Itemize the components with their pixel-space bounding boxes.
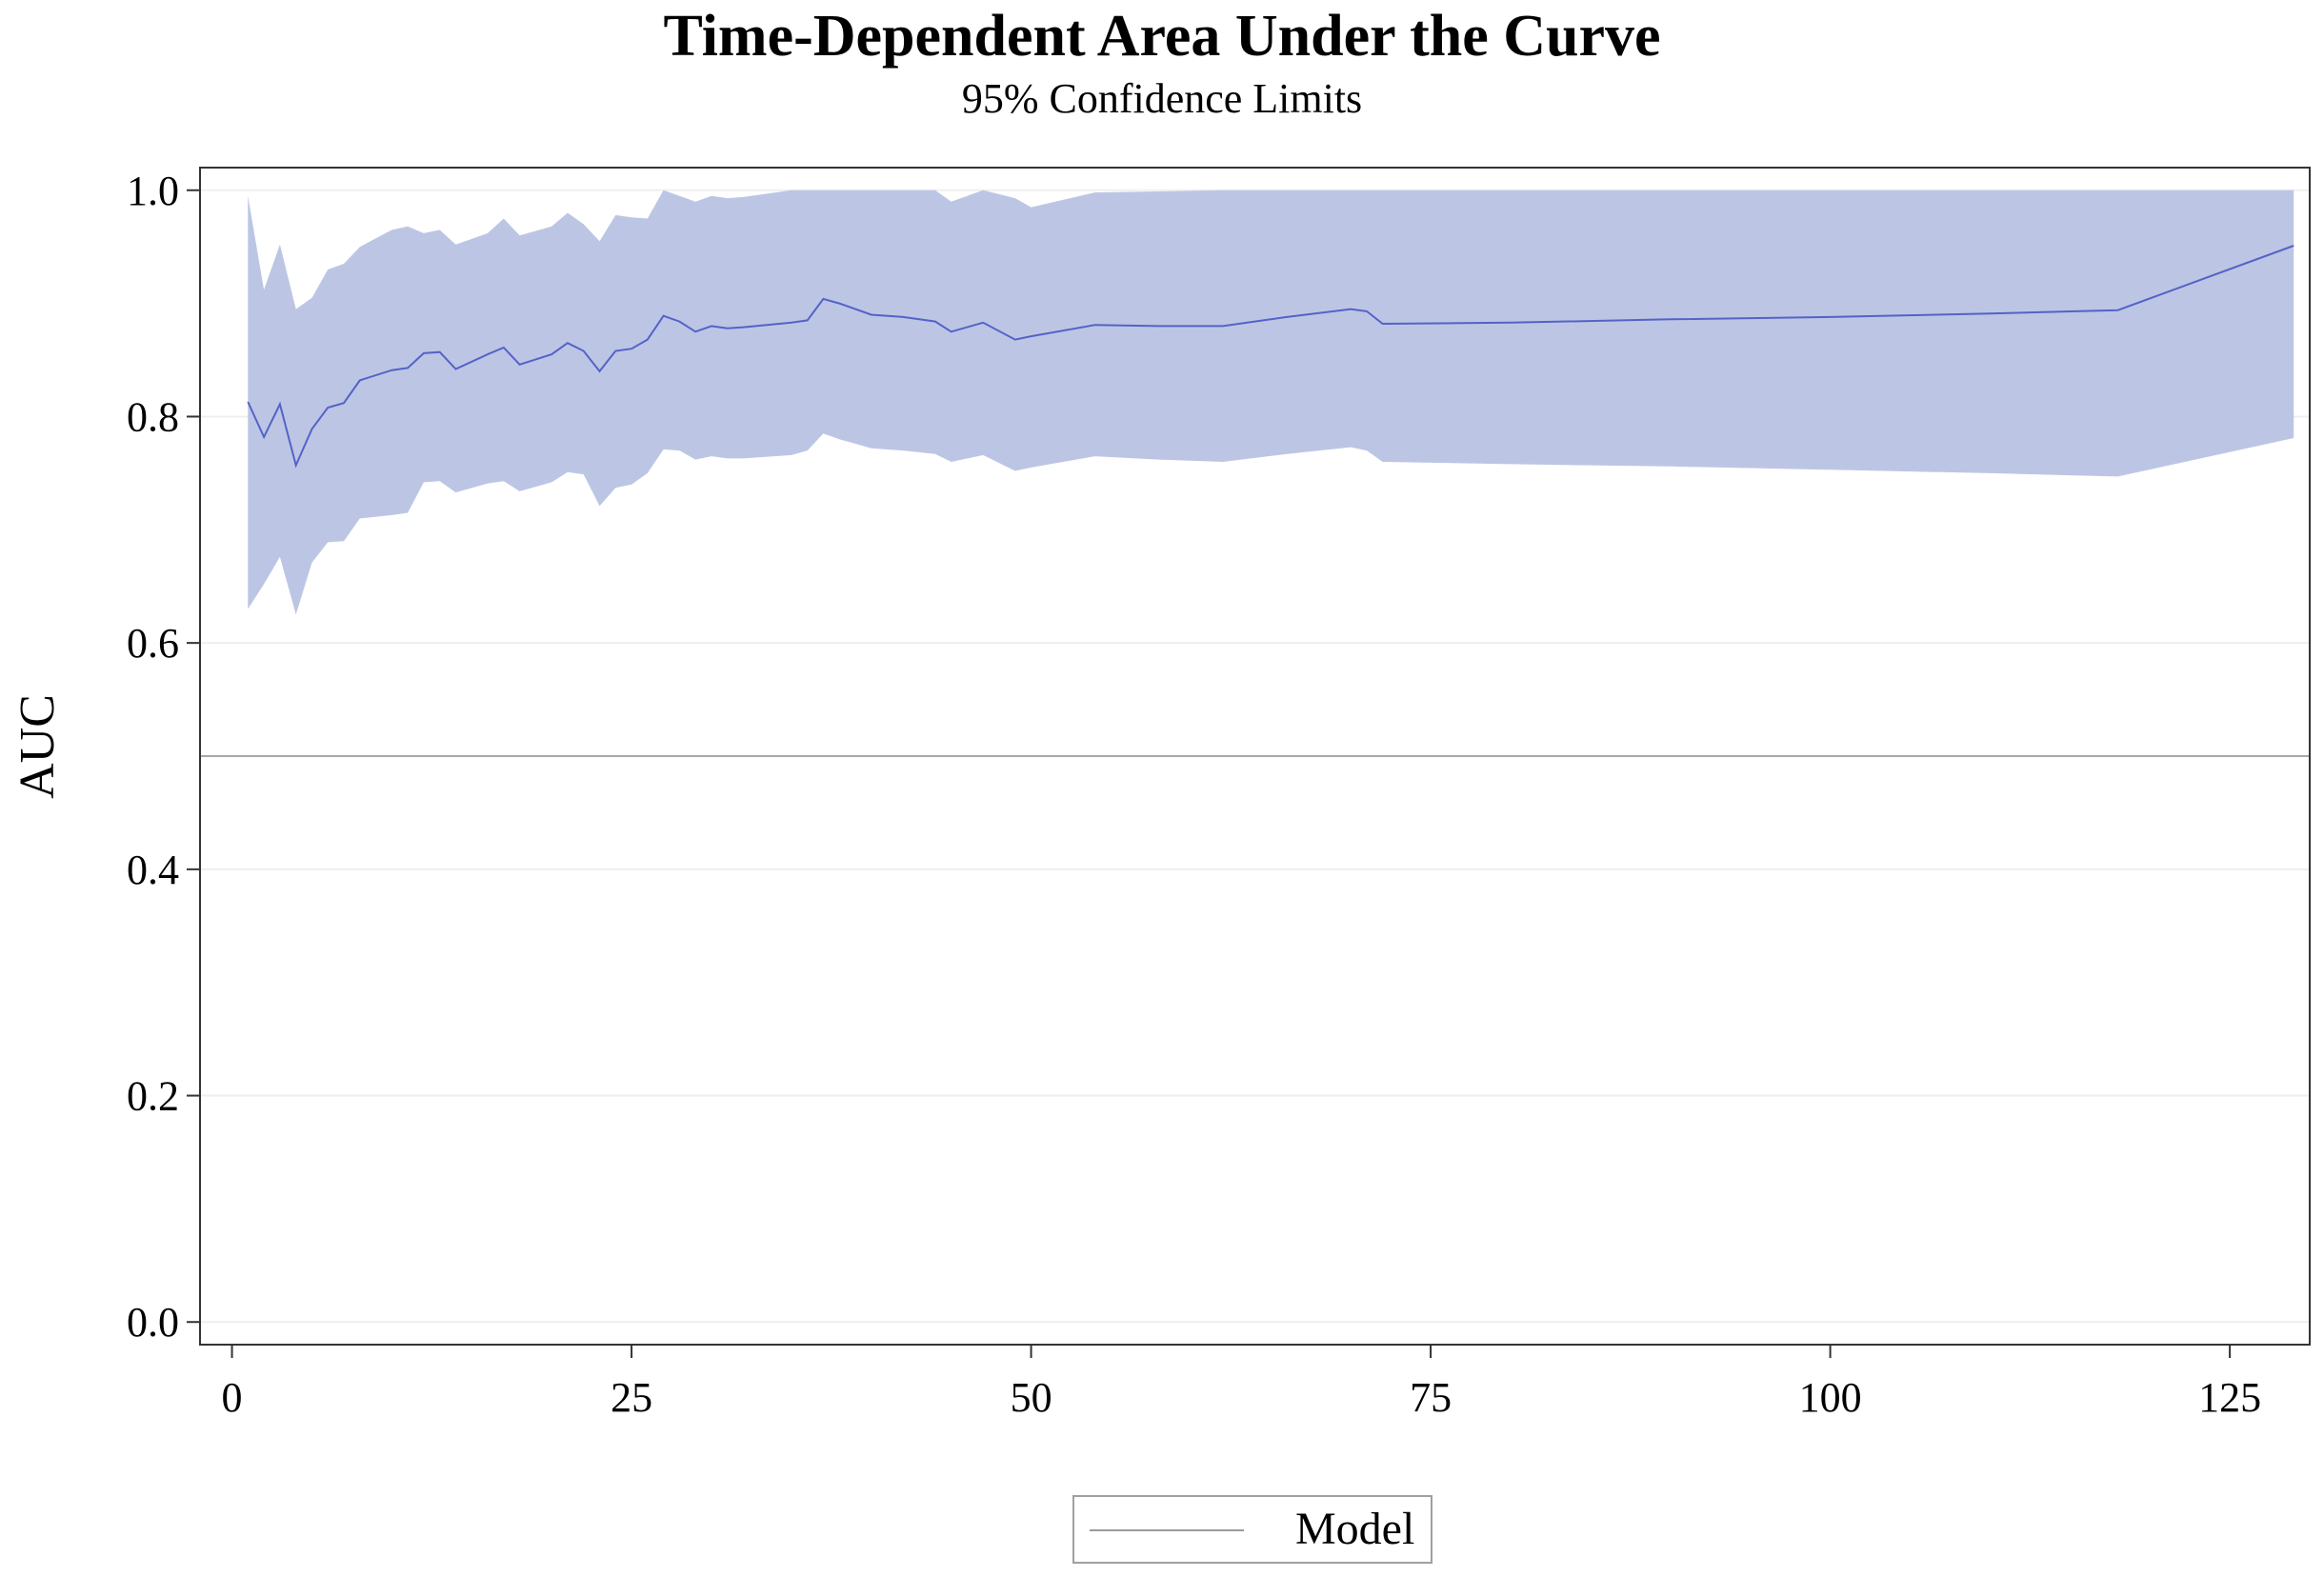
legend: Model: [1072, 1495, 1432, 1564]
x-tick-label: 75: [1410, 1374, 1452, 1421]
axes-layer: 0.0 0.2 0.4 0.6 0.8 1.0 0 25 50 75 100 125: [127, 168, 2261, 1421]
x-tick-label: 50: [1011, 1374, 1052, 1421]
y-tick-label: 0.2: [127, 1073, 179, 1120]
y-tick-label: 0.4: [127, 847, 179, 893]
chart-title: Time-Dependent Area Under the Curve: [663, 4, 1661, 69]
legend-label: Model: [1295, 1504, 1415, 1554]
y-axis-label: AUC: [10, 694, 65, 799]
legend-line-swatch: [1090, 1529, 1244, 1531]
y-tick-label: 1.0: [127, 168, 179, 214]
y-tick-label: 0.0: [127, 1299, 179, 1346]
y-tick-label: 0.8: [127, 393, 179, 440]
confidence-band: [248, 190, 2294, 615]
plot-frame: [199, 167, 2311, 1346]
confidence-band-layer: [248, 190, 2294, 615]
x-tick-label: 125: [2198, 1374, 2261, 1421]
x-tick-label: 100: [1799, 1374, 1862, 1421]
x-tick-label: 25: [611, 1374, 652, 1421]
x-tick-label: 0: [222, 1374, 243, 1421]
auc-series-layer: [247, 245, 2294, 469]
y-tick-label: 0.6: [127, 620, 179, 667]
chart-subtitle: 95% Confidence Limits: [961, 75, 1363, 122]
auc-line: [247, 245, 2294, 469]
